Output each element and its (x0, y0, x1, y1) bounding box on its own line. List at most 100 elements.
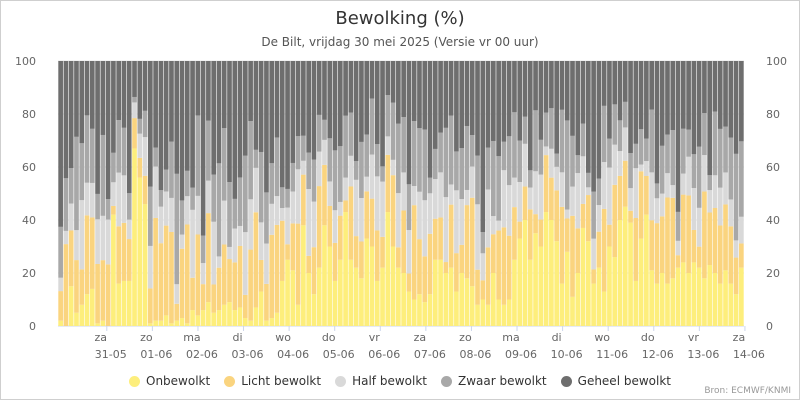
x-date-label-2: 02-06 (186, 348, 218, 361)
bar-53-onbewolkt (337, 259, 343, 326)
bar-33-half-bewolkt (232, 228, 238, 263)
bar-12-onbewolkt (121, 280, 127, 326)
x-date-label-10: 10-06 (551, 348, 583, 361)
bar-120-geheel-bewolkt (691, 61, 697, 155)
bar-20-geheel-bewolkt (163, 61, 169, 170)
bar-67-onbewolkt (411, 299, 417, 326)
bar-119-licht-bewolkt (686, 195, 691, 273)
bar-125-half-bewolkt (717, 187, 723, 226)
bar-62-geheel-bewolkt (385, 61, 391, 96)
bar-91-geheel-bewolkt (538, 61, 544, 140)
y-tick-label-right-0: 0 (766, 320, 773, 333)
bar-111-onbewolkt (644, 214, 649, 326)
bar-118-onbewolkt (680, 262, 686, 326)
bar-83-licht-bewolkt (496, 230, 501, 300)
legend-item-geheel-bewolkt[interactable]: Geheel bewolkt (560, 374, 671, 388)
bar-111-licht-bewolkt (644, 175, 649, 215)
bar-94-half-bewolkt (554, 166, 560, 191)
bar-121-zwaar-bewolkt (696, 146, 702, 208)
bar-49-licht-bewolkt (316, 186, 322, 268)
bar-75-geheel-bewolkt (454, 61, 459, 152)
bar-79-licht-bewolkt (475, 269, 480, 305)
bar-104-geheel-bewolkt (607, 61, 612, 139)
bar-45-geheel-bewolkt (295, 61, 301, 137)
bar-110-half-bewolkt (638, 164, 644, 172)
bar-23-zwaar-bewolkt (179, 200, 185, 235)
bar-60-half-bewolkt (374, 176, 380, 231)
bar-40-onbewolkt (269, 318, 275, 326)
bar-30-licht-bewolkt (216, 267, 222, 311)
bar-68-zwaar-bewolkt (417, 128, 422, 192)
bar-124-licht-bewolkt (712, 208, 718, 273)
bar-63-onbewolkt (390, 246, 396, 326)
bar-113-geheel-bewolkt (654, 61, 660, 184)
bar-64-geheel-bewolkt (396, 61, 401, 124)
bar-100-licht-bewolkt (585, 195, 591, 242)
bar-102-onbewolkt (596, 267, 602, 326)
bar-18-zwaar-bewolkt (153, 147, 158, 167)
bar-90-licht-bewolkt (533, 214, 538, 234)
bar-74-onbewolkt (448, 267, 454, 326)
bar-5-geheel-bewolkt (84, 61, 90, 116)
bar-90-half-bewolkt (533, 171, 538, 215)
bar-91-half-bewolkt (538, 174, 544, 220)
bar-89-geheel-bewolkt (527, 61, 533, 171)
bar-85-half-bewolkt (506, 185, 512, 236)
bar-122-onbewolkt (702, 278, 707, 326)
bar-38-licht-bewolkt (258, 259, 264, 292)
bar-127-zwaar-bewolkt (728, 137, 734, 200)
bar-1-half-bewolkt (63, 230, 69, 245)
legend-dot-licht-bewolkt (224, 375, 236, 387)
bar-37-zwaar-bewolkt (253, 149, 259, 168)
bar-99-zwaar-bewolkt (580, 123, 586, 157)
bar-68-half-bewolkt (417, 191, 422, 240)
legend-item-zwaar-bewolkt[interactable]: Zwaar bewolkt (441, 374, 547, 388)
bar-112-geheel-bewolkt (649, 61, 654, 110)
bar-72-half-bewolkt (438, 172, 443, 218)
bar-25-onbewolkt (190, 310, 195, 326)
bar-35-onbewolkt (242, 318, 248, 326)
y-tick-label-left-20: 20 (22, 267, 36, 280)
legend-item-onbewolkt[interactable]: Onbewolkt (129, 374, 210, 388)
legend-item-licht-bewolkt[interactable]: Licht bewolkt (224, 374, 321, 388)
bar-59-geheel-bewolkt (369, 61, 375, 99)
bar-46-zwaar-bewolkt (301, 135, 306, 161)
bar-42-half-bewolkt (279, 208, 285, 221)
bar-91-zwaar-bewolkt (538, 139, 544, 175)
bar-129-licht-bewolkt (739, 243, 744, 268)
bar-26-licht-bewolkt (195, 234, 201, 316)
bar-27-licht-bewolkt (200, 284, 206, 311)
bar-48-geheel-bewolkt (311, 61, 317, 160)
bar-18-onbewolkt (153, 320, 158, 326)
bar-33-licht-bewolkt (232, 262, 238, 311)
bar-36-geheel-bewolkt (248, 61, 253, 122)
bar-6-half-bewolkt (89, 182, 95, 218)
bar-16-zwaar-bewolkt (142, 110, 148, 138)
bar-91-licht-bewolkt (538, 219, 544, 247)
legend: Onbewolkt Licht bewolkt Half bewolkt Zwa… (1, 372, 799, 390)
bar-86-licht-bewolkt (512, 207, 517, 260)
bar-83-half-bewolkt (496, 220, 501, 231)
bar-39-onbewolkt (264, 320, 269, 326)
bar-3-geheel-bewolkt (74, 61, 79, 137)
bar-99-geheel-bewolkt (580, 61, 586, 124)
bar-53-licht-bewolkt (337, 215, 343, 260)
bar-35-half-bewolkt (242, 232, 248, 295)
bar-44-licht-bewolkt (290, 223, 296, 271)
bar-30-half-bewolkt (216, 256, 222, 268)
bar-56-licht-bewolkt (353, 236, 359, 268)
bar-44-onbewolkt (290, 270, 296, 326)
bar-74-half-bewolkt (448, 184, 454, 205)
bar-83-onbewolkt (496, 299, 501, 326)
bar-50-zwaar-bewolkt (322, 119, 327, 140)
bar-47-licht-bewolkt (306, 255, 311, 273)
bar-99-onbewolkt (580, 227, 586, 326)
bar-20-zwaar-bewolkt (163, 169, 169, 192)
bar-36-half-bewolkt (248, 199, 253, 250)
bar-2-zwaar-bewolkt (68, 168, 74, 204)
bar-96-half-bewolkt (564, 209, 570, 219)
legend-item-half-bewolkt[interactable]: Half bewolkt (335, 374, 427, 388)
bar-113-licht-bewolkt (654, 223, 660, 284)
bar-30-geheel-bewolkt (216, 61, 222, 164)
bar-89-half-bewolkt (527, 187, 533, 210)
